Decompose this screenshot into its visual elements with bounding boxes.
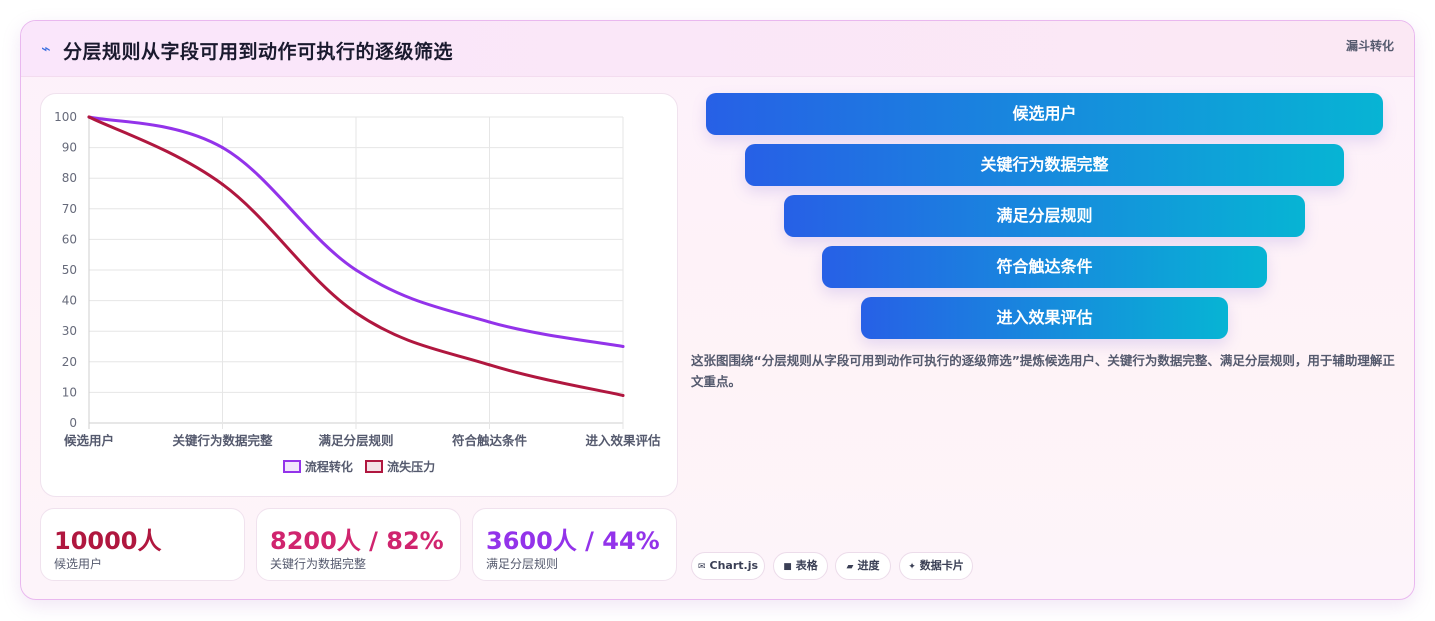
stat-value: 10000人 [54,527,162,555]
data-point [621,345,625,348]
chip-chartjs[interactable]: ✉ Chart.js [691,552,765,580]
data-point [87,115,91,119]
line-chart-svg: 0 10 20 30 40 50 60 70 80 90 100 候选用户 关键行为数据完整 满足分层规则… [54,110,661,448]
data-point [221,182,224,186]
y-tick-label: 0 [69,416,77,430]
x-tick-label: 符合触达条件 [452,433,528,448]
y-tick-label: 100 [54,110,77,124]
data-point [488,320,491,324]
chart-description: 这张图围绕“分层规则从字段可用到动作可执行的逐级筛选”提炼候选用户、关键行为数据… [691,353,1395,389]
stat-label: 关键行为数据完整 [270,557,367,571]
x-tick-label: 满足分层规则 [318,433,393,448]
stat-card: 10000人 候选用户 [40,508,245,581]
y-tick-label: 10 [62,385,77,399]
data-point [621,393,625,397]
y-tick-label: 60 [62,232,77,246]
legend-swatch [365,460,384,473]
y-tick-label: 70 [62,202,77,216]
x-tick-label: 候选用户 [64,433,114,448]
funnel-stage: 进入效果评估 [861,297,1228,339]
y-tick-label: 90 [62,141,77,155]
y-tick-label: 50 [62,263,77,277]
funnel-card: ⌁ 分层规则从字段可用到动作可执行的逐级筛选 漏斗转化 0 10 20 30 40 50 6… [20,20,1415,600]
funnel-stage: 满足分层规则 [784,195,1305,237]
data-point [221,146,224,150]
chip-table[interactable]: ■ 表格 [773,552,828,580]
funnel-stage: 符合触达条件 [822,246,1267,288]
envelope-icon: ✉ [697,562,706,572]
y-tick-label: 80 [62,171,77,185]
stat-label: 满足分层规则 [486,557,559,571]
chip-label: Chart.js [709,559,759,572]
chip-label: 数据卡片 [919,559,964,572]
y-tick-label: 20 [62,355,77,369]
data-point [354,311,358,315]
legend-label: 流程转化 [304,460,353,474]
y-tick-label: 40 [62,294,77,308]
chip-label: 表格 [795,559,818,572]
funnel-stage: 候选用户 [706,93,1383,135]
lightning-icon: ⌁ [41,39,51,58]
chip-data-card[interactable]: ✦ 数据卡片 [899,552,973,580]
line-chart: 0 10 20 30 40 50 60 70 80 90 100 候选用户 关键行为数据完整 满足分层规则… [40,93,678,497]
chip-progress[interactable]: ▰ 进度 [835,552,891,580]
sparkle-icon: ✦ [908,562,916,572]
funnel-stage: 关键行为数据完整 [745,144,1344,186]
legend-swatch [282,460,301,473]
legend-item-series-1[interactable]: 流失压力 [365,458,435,475]
table-icon: ■ [783,562,792,572]
stat-label: 候选用户 [54,557,103,571]
x-tick-label: 进入效果评估 [585,433,661,448]
y-tick-label: 30 [62,324,77,338]
chart-legend: 流程转化 流失压力 [41,458,677,475]
stat-value: 3600人 / 44% [486,527,660,555]
stat-value: 8200人 / 82% [270,527,444,555]
stat-card: 3600人 / 44% 满足分层规则 [472,508,677,581]
legend-label: 流失压力 [387,460,436,474]
chip-label: 进度 [857,559,880,572]
data-point [488,363,491,367]
card-header: ⌁ 分层规则从字段可用到动作可执行的逐级筛选 漏斗转化 [21,21,1414,77]
data-point [354,268,358,272]
stat-card: 8200人 / 82% 关键行为数据完整 [256,508,461,581]
x-tick-label: 关键行为数据完整 [172,433,273,448]
card-title: 分层规则从字段可用到动作可执行的逐级筛选 [63,41,454,63]
card-tag: 漏斗转化 [1345,39,1394,53]
legend-item-series-0[interactable]: 流程转化 [282,458,353,475]
progress-icon: ▰ [846,562,854,572]
